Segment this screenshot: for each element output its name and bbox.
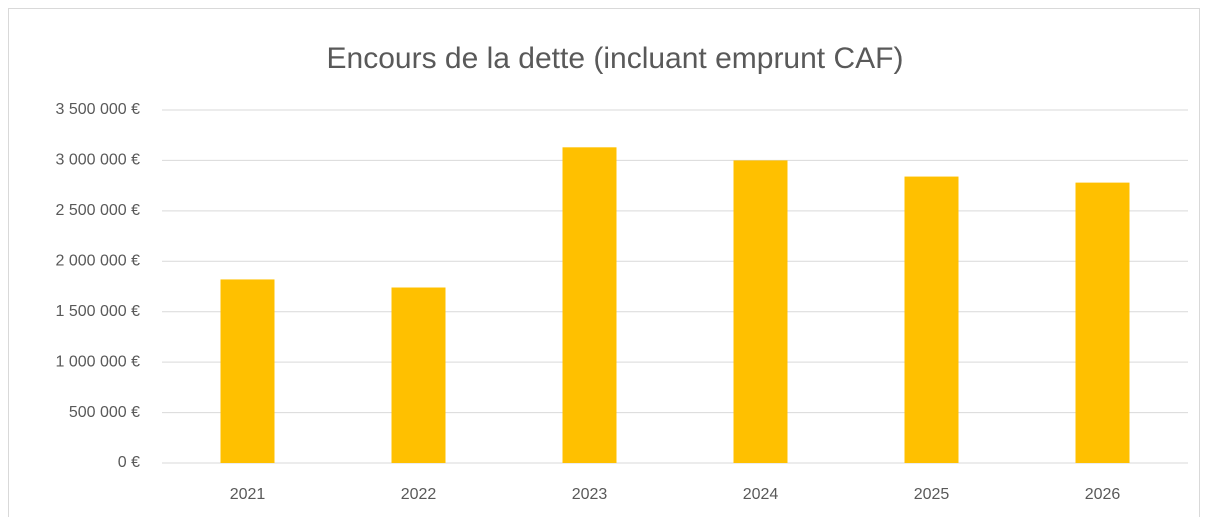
y-tick-label: 1 000 000 € [55, 353, 140, 370]
x-tick-label: 2021 [230, 486, 266, 503]
x-tick-label: 2026 [1085, 486, 1121, 503]
y-tick-label: 0 € [118, 454, 140, 471]
x-tick-label: 2023 [572, 486, 608, 503]
bar [1075, 182, 1130, 464]
y-tick-label: 500 000 € [69, 404, 140, 421]
x-tick-label: 2024 [743, 486, 779, 503]
y-tick-label: 2 000 000 € [55, 253, 140, 270]
chart-title: Encours de la dette (incluant emprunt CA… [327, 42, 904, 75]
bar [562, 147, 617, 463]
y-tick-label: 1 500 000 € [55, 303, 140, 320]
bar [220, 279, 275, 463]
y-tick-label: 3 000 000 € [55, 152, 140, 169]
x-tick-label: 2022 [401, 486, 437, 503]
x-tick-label: 2025 [914, 486, 950, 503]
y-tick-label: 2 500 000 € [55, 202, 140, 219]
bar [733, 160, 788, 463]
bar [391, 287, 446, 463]
bar [904, 176, 959, 463]
y-tick-label: 3 500 000 € [55, 101, 140, 118]
